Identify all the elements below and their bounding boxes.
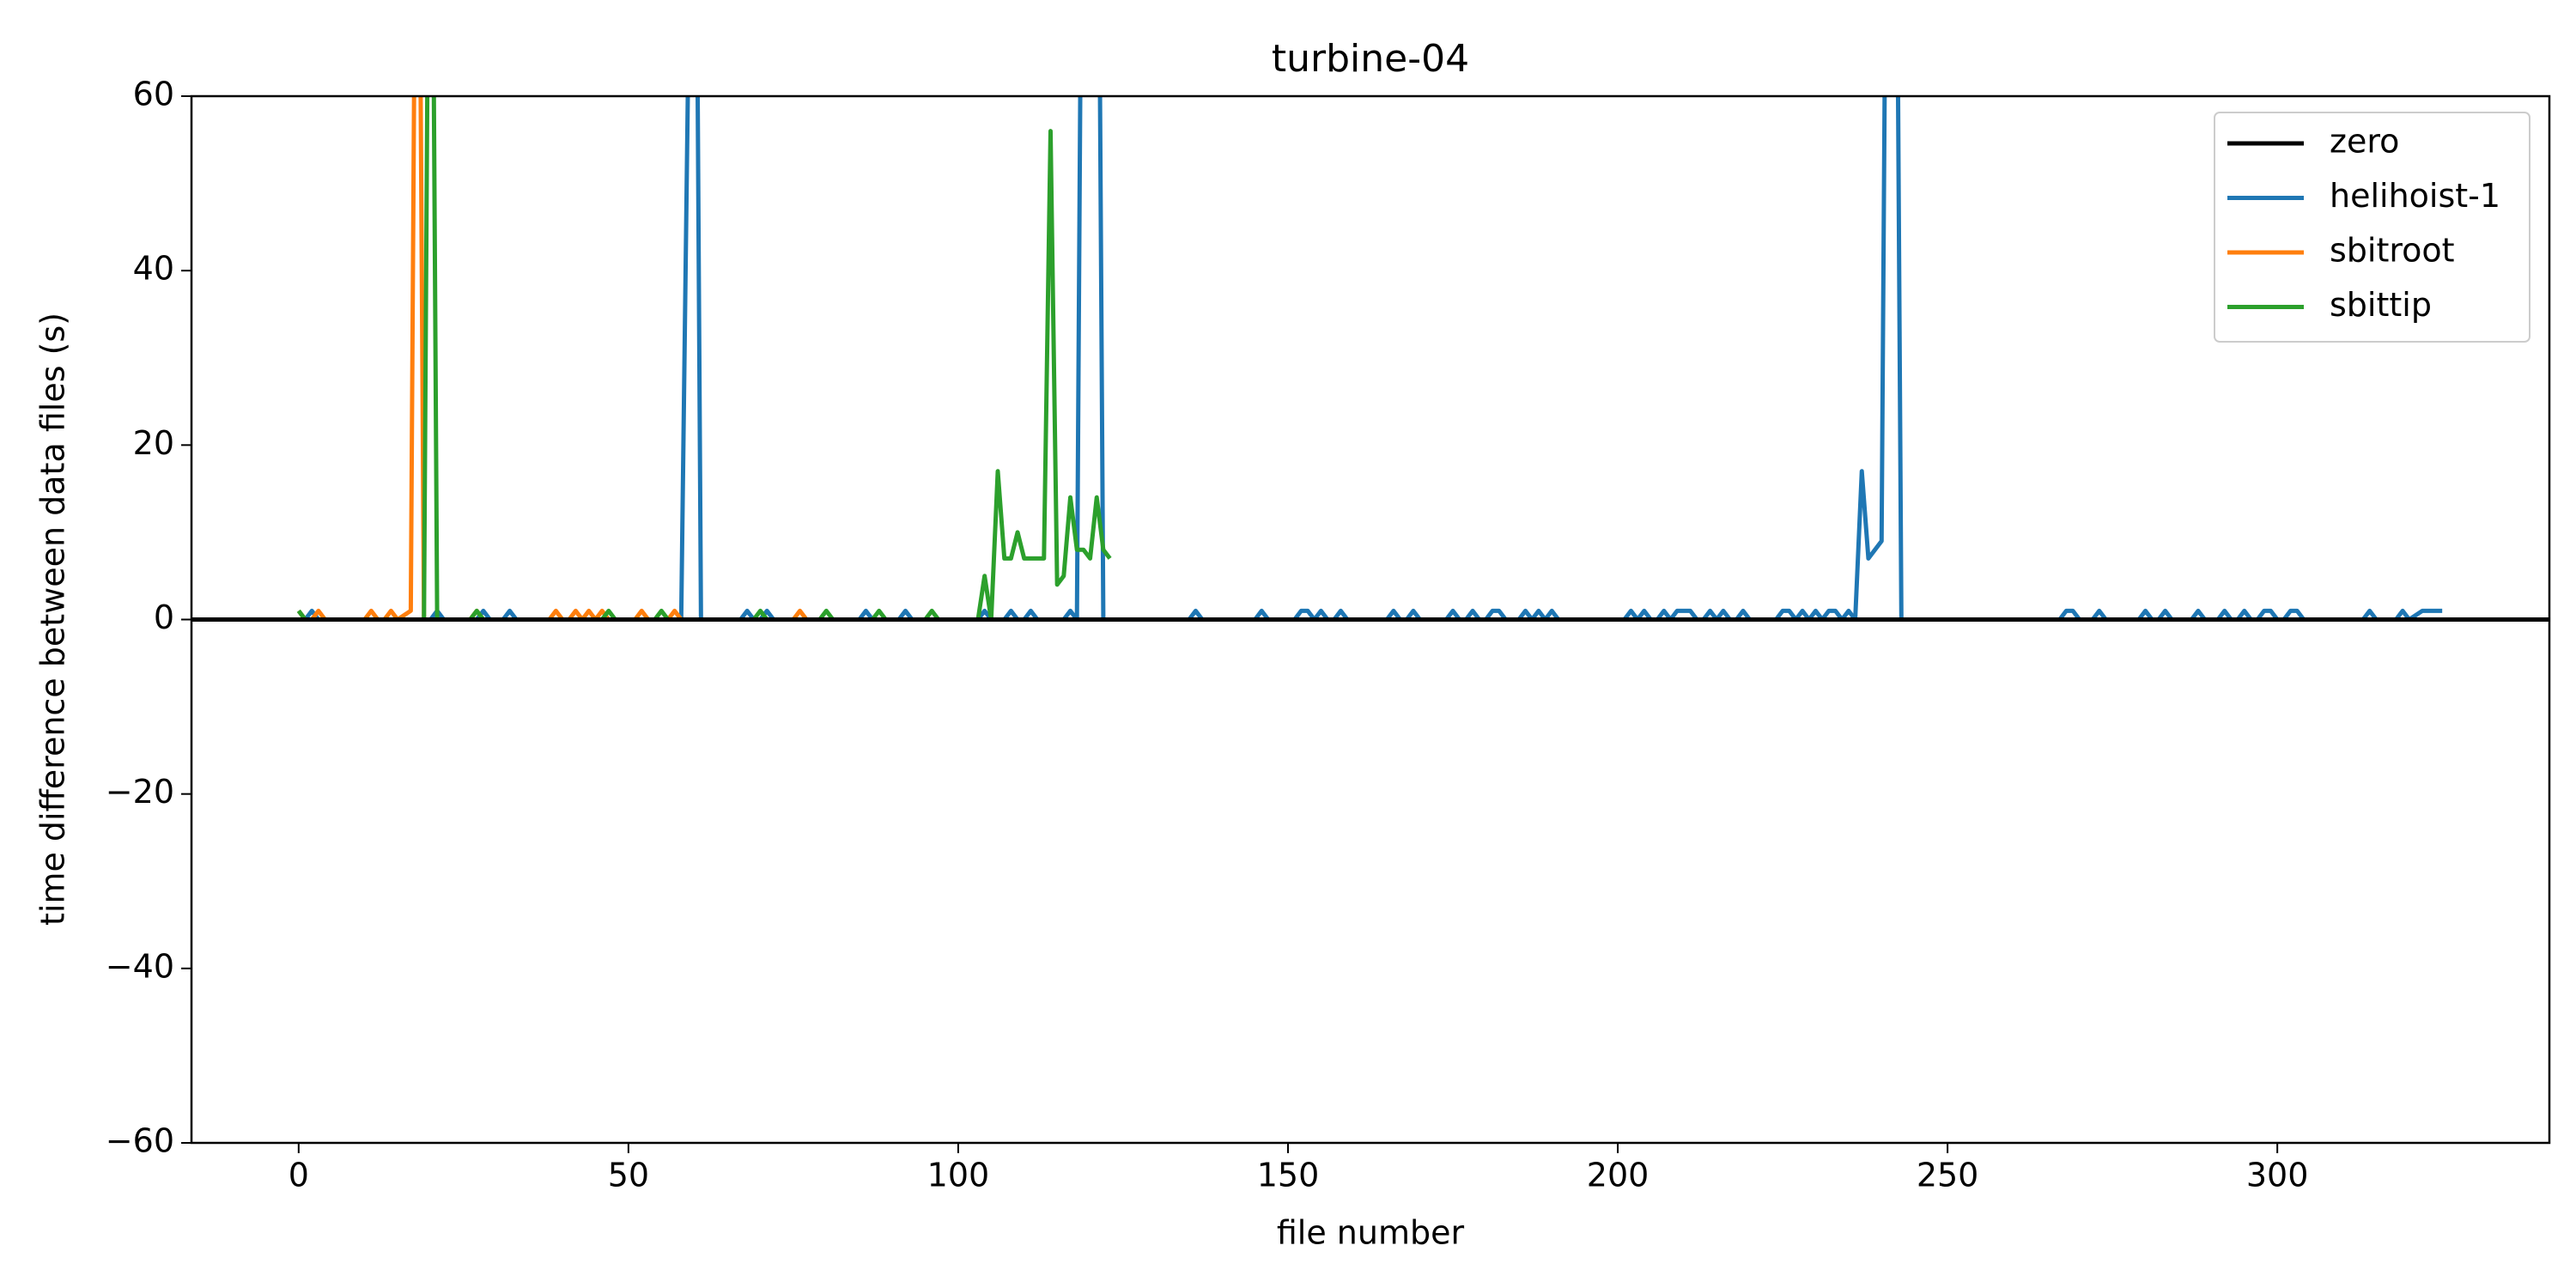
x-axis-label: file number — [1277, 1214, 1465, 1252]
legend-label: sbitroot — [2330, 232, 2455, 270]
x-tick-label: 100 — [927, 1157, 990, 1194]
y-tick-label: −60 — [106, 1122, 174, 1160]
x-tick-label: 50 — [608, 1157, 649, 1194]
y-axis-label: time difference between data files (s) — [34, 313, 72, 926]
y-tick-label: 20 — [133, 424, 174, 462]
legend-label: helihoist-1 — [2330, 177, 2500, 215]
chart-title: turbine-04 — [1272, 37, 1469, 81]
y-tick-label: −40 — [106, 947, 174, 985]
x-tick-label: 300 — [2246, 1157, 2309, 1194]
legend-label: zero — [2330, 123, 2399, 161]
legend-label: sbittip — [2330, 286, 2432, 324]
x-tick-label: 150 — [1257, 1157, 1320, 1194]
y-tick-label: 40 — [133, 250, 174, 288]
x-tick-label: 250 — [1917, 1157, 1979, 1194]
plot-area — [191, 96, 2549, 622]
y-tick-label: 60 — [133, 76, 174, 113]
x-tick-label: 0 — [289, 1157, 309, 1194]
x-tick-label: 200 — [1587, 1157, 1649, 1194]
series-line — [296, 96, 813, 622]
series-line — [296, 96, 2443, 622]
y-tick-label: 0 — [154, 598, 174, 636]
y-tick-label: −20 — [106, 773, 174, 811]
legend-box — [2214, 112, 2530, 343]
